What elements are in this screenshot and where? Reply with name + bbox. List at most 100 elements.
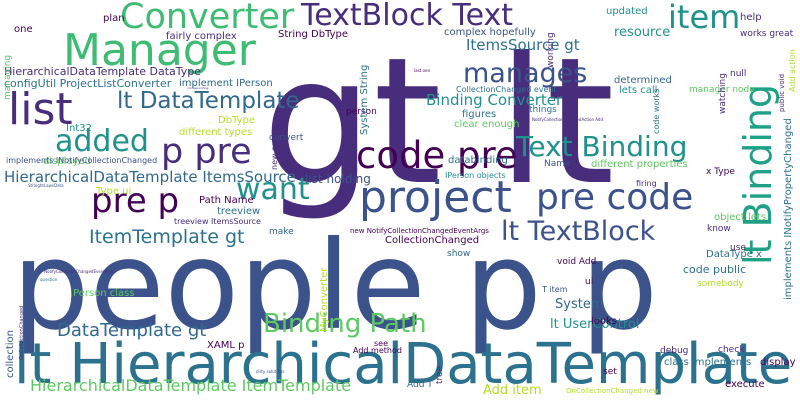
word-dirty-solutions-113: dirty solutions bbox=[256, 369, 285, 374]
word-complex-hopefully-30: complex hopefully bbox=[444, 27, 536, 38]
word-resource-33: resource bbox=[614, 25, 671, 40]
word-public-void-97: public void bbox=[778, 73, 786, 112]
word-add-action-98: Add action bbox=[788, 49, 797, 92]
word-new-person-102: new person bbox=[270, 123, 279, 171]
word-added-10: added bbox=[55, 124, 149, 159]
word-displayed-53: displayed bbox=[43, 156, 92, 167]
word-firing-59: firing bbox=[636, 179, 657, 188]
word-pre-p-18: pre p bbox=[91, 181, 180, 221]
word-straightlawsdata-110: StraightLawsData bbox=[28, 183, 64, 188]
word-one-38: one bbox=[14, 24, 33, 35]
word-item-6: item bbox=[668, 0, 741, 36]
word-class-implements-82: class implements bbox=[664, 357, 752, 368]
word-implement-iperson-32: implement IPerson bbox=[179, 78, 273, 89]
word-debug-80: debug bbox=[660, 346, 689, 356]
word-t-item-78: T item bbox=[542, 285, 568, 294]
word-question-112: question bbox=[40, 277, 58, 282]
word-watching-95: watching bbox=[718, 73, 728, 114]
word-collectionchanged-66: CollectionChanged bbox=[385, 235, 480, 246]
word-use-69: use bbox=[730, 243, 746, 253]
word-datatype-x-70: DataType x bbox=[706, 249, 762, 260]
word-void-add-74: void Add bbox=[557, 257, 597, 267]
word-iperson-objects-55: IPerson objects bbox=[445, 171, 506, 180]
word-managing-92: managing bbox=[3, 54, 13, 100]
word-set-88: set bbox=[603, 367, 617, 377]
word-path-name-61: Path Name bbox=[199, 195, 254, 206]
word-textblock-text-5: TextBlock Text bbox=[301, 0, 514, 33]
word-x-type-57: x Type bbox=[706, 167, 735, 177]
word-code-public-71: code public bbox=[683, 263, 747, 276]
word-project-16: project bbox=[359, 172, 512, 223]
word-itemtemplate-gt-20: ItemTemplate gt bbox=[89, 226, 245, 248]
word-works-great-36: works great bbox=[740, 29, 794, 39]
word-hierarchicaldatatemplate-itemssource-24: HierarchicalDataTemplate ItemsSource bbox=[4, 168, 296, 186]
word-manages-7: manages bbox=[463, 58, 588, 89]
word-want-15: want bbox=[236, 172, 310, 207]
word-working-94: working bbox=[546, 32, 556, 68]
word-convert-51: convert bbox=[269, 133, 304, 143]
word-new-notifycollectionchangedeventargs-65: new NotifyCollectionChangedEventArgs bbox=[350, 227, 489, 235]
word-converter-4: Converter bbox=[120, 0, 295, 37]
word-dbtype-49: DbType bbox=[218, 115, 256, 126]
word-hierarchicaldatatemplate-datatype-27: HierarchicalDataTemplate DataType bbox=[4, 65, 202, 78]
word-clear-enough-42: clear enough bbox=[454, 119, 520, 130]
word-collection-100: collection bbox=[5, 330, 16, 378]
word-lets-call-45: lets call bbox=[619, 85, 658, 96]
word-implements-inotifycollectionchanged-54: implements INotifyCollectionChanged bbox=[6, 156, 158, 165]
word-list-8: list bbox=[8, 84, 73, 135]
word-treeview-62: treeview bbox=[217, 206, 261, 217]
word-lt-binding-14: lt Binding bbox=[736, 83, 780, 265]
word-null-46: null bbox=[730, 69, 747, 79]
word-xaml-p-85: XAML p bbox=[207, 340, 245, 351]
word-lt-textblock-19: lt TextBlock bbox=[501, 216, 656, 247]
word-manager-3: Manager bbox=[63, 25, 256, 76]
word-system-76: System bbox=[555, 297, 604, 312]
word-person-52: person bbox=[346, 107, 377, 117]
word-code-works-96: code works bbox=[652, 88, 661, 134]
word-int32-48: Int32 bbox=[66, 123, 92, 134]
word-notifycollectionchangedeventargs-111: NotifyCollectionChangedEventArgs bbox=[44, 269, 114, 274]
word-updated-34: updated bbox=[606, 6, 648, 17]
word-p-pre-11: p pre bbox=[161, 132, 252, 172]
word-implements-inotifypropertychanged-99: implements INotifyPropertyChanged bbox=[783, 118, 794, 300]
word-name-58: Name bbox=[544, 159, 571, 169]
word-lt-hierarchicaldatatemplate-2: lt HierarchicalDataTemplate bbox=[14, 332, 793, 397]
word-object-lets-67: object lets bbox=[714, 212, 767, 223]
word-oncollectionchanged-104: OnCollectionChanged bbox=[19, 305, 25, 360]
word-show-73: show bbox=[447, 249, 471, 259]
word-plan-37: plan bbox=[103, 13, 125, 24]
word-execute-89: execute bbox=[725, 379, 765, 390]
word-see-87: see bbox=[374, 339, 389, 348]
word-somebody-72: somebody bbox=[697, 279, 744, 289]
word-code-pre-12: code pre bbox=[356, 134, 518, 177]
word-treeview-itemssource-63: treeview ItemsSource bbox=[174, 217, 261, 226]
word-hierarchicaldatatemplate-itemtemplate-23: HierarchicalDataTemplate ItemTemplate bbox=[30, 376, 352, 395]
word-help-35: help bbox=[740, 12, 762, 23]
word-myconverter-101: MyConverter bbox=[319, 267, 330, 332]
word-fairly-complex-31: fairly complex bbox=[166, 31, 237, 42]
word-add-t-90: Add T bbox=[407, 380, 433, 390]
word-people-p-p-1: people p p bbox=[12, 215, 658, 357]
word-lt-usercontrol-77: lt UserControl bbox=[550, 317, 640, 332]
word-things-41: things bbox=[529, 105, 557, 115]
word-looks-79: looks bbox=[591, 316, 618, 327]
word-add-method-86: Add method bbox=[353, 346, 402, 355]
word-itemssource-gt-26: ItemsSource gt bbox=[466, 36, 580, 54]
word-type-ui-60: Type ui bbox=[96, 186, 132, 197]
word-determined-44: determined bbox=[614, 75, 672, 86]
word-configutil-projectlistconverter-28: configUtil ProjectListConverter bbox=[4, 77, 172, 90]
word-tree-103: tree bbox=[435, 365, 445, 384]
word-manager-node-47: manager node bbox=[689, 85, 755, 95]
word-collectionchanged-event-106: CollectionChanged event bbox=[456, 85, 557, 94]
word-know-68: know bbox=[707, 224, 731, 234]
word-gt-lt-0: gt lt bbox=[262, 21, 615, 224]
word-list-holding-39: list holding bbox=[305, 172, 371, 186]
word-pre-code-17: pre code bbox=[536, 177, 694, 218]
word-figures-40: figures bbox=[462, 109, 497, 120]
word-add-item-91: Add item bbox=[483, 383, 542, 398]
word-corresponding-109: corresponding bbox=[187, 86, 209, 90]
word-make-64: make bbox=[269, 227, 294, 237]
word-binding-converter-25: Binding Converter bbox=[426, 91, 563, 109]
word-oncollectionchanged-new-105: OnCollectionChanged new bbox=[566, 387, 659, 395]
